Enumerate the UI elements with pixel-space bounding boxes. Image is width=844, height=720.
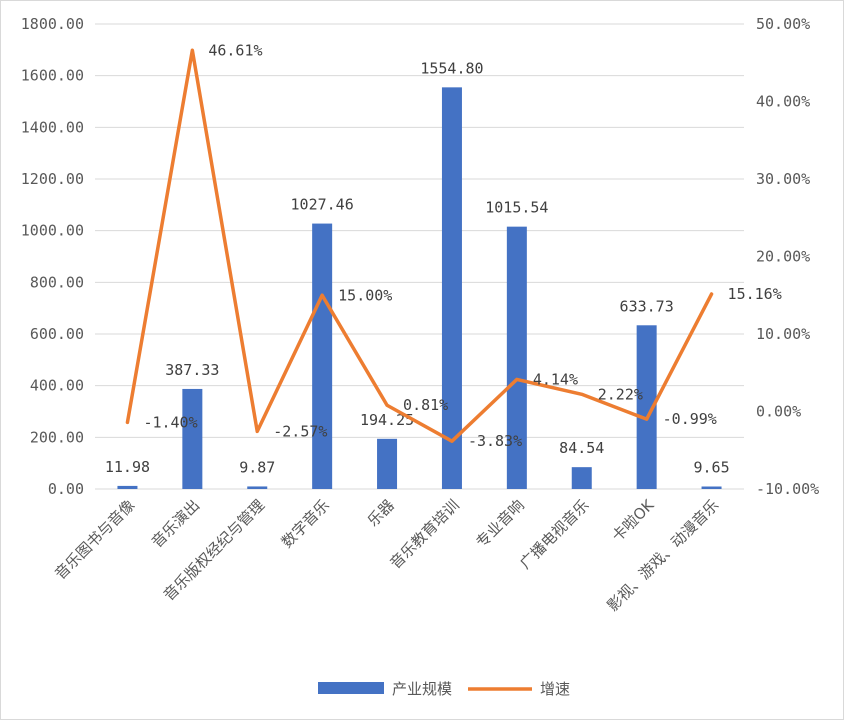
- line-data-label: -1.40%: [143, 413, 197, 431]
- bar: [247, 486, 268, 489]
- y-left-tick-label: 1800.00: [21, 15, 84, 33]
- x-category-label: 影视、游戏、动漫音乐: [604, 496, 723, 615]
- y-left-tick-label: 400.00: [30, 377, 84, 395]
- bar-data-label: 9.87: [239, 458, 275, 476]
- y-right-tick-label: 40.00%: [756, 93, 810, 111]
- y-left-tick-label: 0.00: [48, 480, 84, 498]
- bar-data-label: 1015.54: [485, 199, 548, 217]
- x-category-label: 乐器: [364, 496, 398, 530]
- bar: [117, 485, 138, 489]
- bar: [571, 467, 592, 489]
- bar-data-label: 84.54: [559, 439, 604, 457]
- bar: [441, 87, 462, 490]
- y-left-tick-label: 200.00: [30, 428, 84, 446]
- legend-swatch-bar: [318, 682, 384, 694]
- line-data-label: 0.81%: [403, 396, 448, 414]
- y-right-tick-label: 10.00%: [756, 325, 810, 343]
- bar-data-label: 387.33: [165, 361, 219, 379]
- bar: [636, 325, 657, 489]
- bar: [377, 438, 398, 489]
- y-left-tick-label: 800.00: [30, 273, 84, 291]
- x-category-label: 音乐教育培训: [386, 496, 462, 572]
- bar: [312, 223, 333, 490]
- bar: [182, 388, 203, 489]
- legend-label: 产业规模: [392, 680, 452, 698]
- legend-label: 增速: [540, 680, 570, 698]
- x-category-label: 音乐演出: [148, 496, 203, 551]
- bar-data-label: 1554.80: [420, 59, 483, 77]
- line-data-label: 15.16%: [728, 285, 782, 303]
- line-data-label: 2.22%: [598, 385, 643, 403]
- bar-data-label: 11.98: [105, 458, 150, 476]
- y-left-tick-label: 600.00: [30, 325, 84, 343]
- y-left-tick-label: 1600.00: [21, 67, 84, 85]
- bar-data-label: 1027.46: [291, 196, 354, 214]
- y-right-tick-label: -10.00%: [756, 480, 819, 498]
- x-category-label: 音乐图书与音像: [51, 496, 138, 583]
- x-category-label: 数字音乐: [278, 496, 333, 551]
- y-left-tick-label: 1000.00: [21, 222, 84, 240]
- line-data-label: 15.00%: [338, 286, 392, 304]
- y-right-tick-label: 30.00%: [756, 170, 810, 188]
- line-data-label: -3.83%: [468, 432, 522, 450]
- growth-line: [125, 48, 714, 443]
- bar-data-label: 194.25: [360, 411, 414, 429]
- line-data-label: -2.57%: [273, 422, 327, 440]
- x-category-label: 广播电视音乐: [516, 496, 592, 572]
- y-left-tick-label: 1400.00: [21, 118, 84, 136]
- y-left-tick-label: 1200.00: [21, 170, 84, 188]
- line-data-label: 4.14%: [533, 370, 578, 388]
- bar-data-label: 9.65: [693, 459, 729, 477]
- bar: [701, 486, 722, 489]
- bar: [506, 226, 527, 489]
- line-data-label: -0.99%: [663, 410, 717, 428]
- x-category-label: 卡啦OK: [608, 495, 658, 545]
- line-data-label: 46.61%: [208, 41, 262, 59]
- y-right-tick-label: 50.00%: [756, 15, 810, 33]
- y-right-tick-label: 20.00%: [756, 248, 810, 266]
- x-category-label: 专业音响: [473, 496, 528, 551]
- bar-data-label: 633.73: [620, 297, 674, 315]
- y-right-tick-label: 0.00%: [756, 403, 801, 421]
